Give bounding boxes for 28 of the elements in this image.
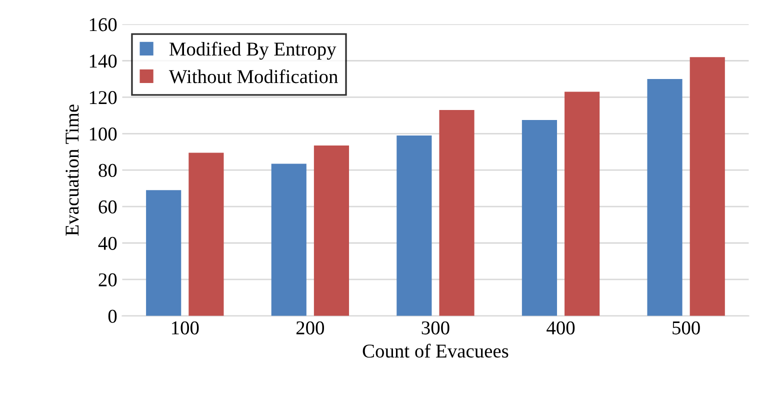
bar [439, 110, 474, 316]
bar [314, 145, 350, 316]
x-tick-label: 400 [546, 321, 575, 334]
bar [188, 152, 224, 316]
bar [271, 164, 306, 316]
x-tick-label: 300 [422, 321, 450, 334]
bar [396, 135, 432, 316]
y-tick-label: 20 [98, 273, 117, 286]
y-tick-label: 60 [98, 200, 117, 214]
bar [522, 120, 558, 316]
bar [564, 92, 600, 316]
legend-label: Without Modification [168, 69, 338, 84]
x-tick-label: 500 [672, 321, 700, 334]
y-tick-label: 40 [98, 236, 117, 250]
x-axis-title: Count of Evacuees [362, 344, 508, 358]
y-tick-label: 100 [90, 127, 117, 141]
y-tick-label: 120 [90, 91, 117, 104]
bar [690, 57, 725, 316]
x-tick-label: 100 [172, 321, 199, 334]
legend-label: Modified By Entropy [169, 42, 336, 60]
bar [146, 190, 182, 316]
y-tick-label: 160 [90, 18, 117, 32]
x-tick-label: 200 [296, 321, 324, 334]
y-tick-label: 80 [98, 164, 117, 178]
y-tick-label: 0 [108, 310, 117, 323]
y-tick-label: 140 [90, 54, 117, 68]
y-axis-title: Evacuation Time [66, 104, 79, 236]
bar [647, 78, 682, 316]
